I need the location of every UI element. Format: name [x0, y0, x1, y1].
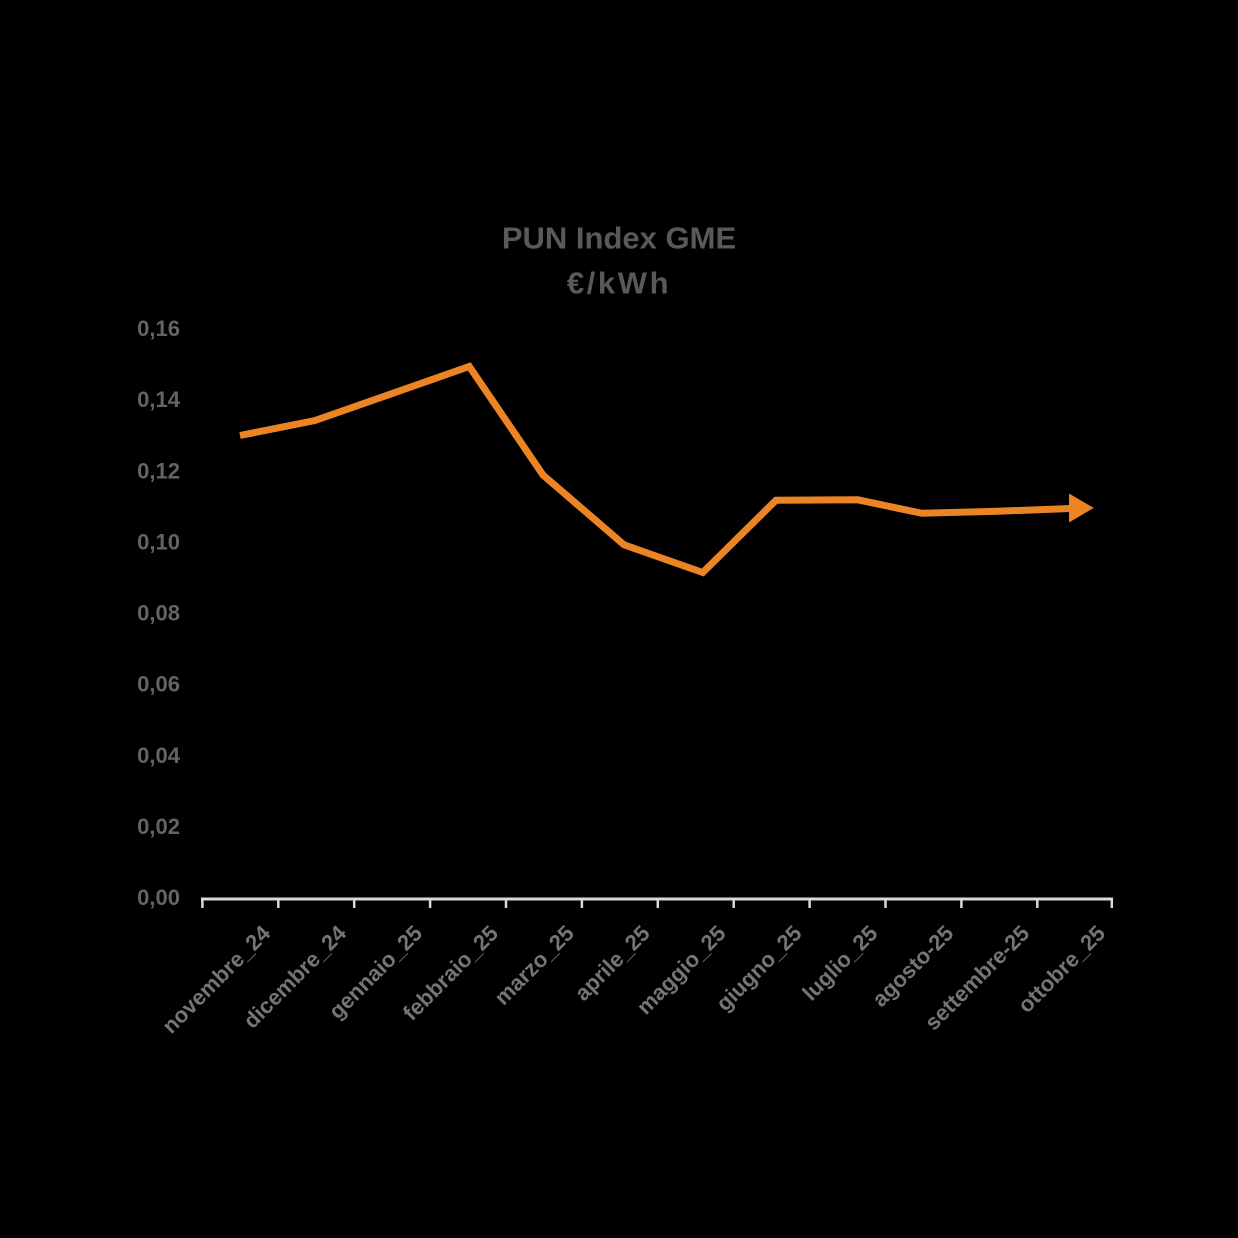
svg-text:0,12: 0,12: [137, 458, 180, 483]
svg-text:0,02: 0,02: [137, 814, 180, 839]
svg-text:0,16: 0,16: [137, 316, 180, 341]
svg-text:0,00: 0,00: [137, 885, 180, 910]
svg-text:0,06: 0,06: [137, 672, 180, 697]
svg-text:PUN Index GME: PUN Index GME: [502, 221, 736, 256]
svg-text:0,04: 0,04: [137, 743, 181, 768]
svg-text:0,10: 0,10: [137, 529, 180, 554]
svg-text:€/kWh: €/kWh: [567, 266, 671, 301]
svg-text:0,14: 0,14: [137, 387, 181, 412]
svg-text:0,08: 0,08: [137, 601, 180, 626]
